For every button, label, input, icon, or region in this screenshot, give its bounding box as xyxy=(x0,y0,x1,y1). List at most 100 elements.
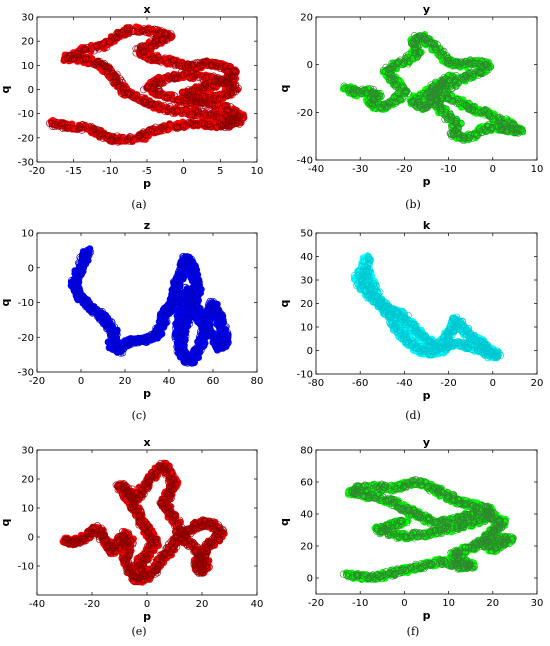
data-point-outline xyxy=(96,130,104,138)
data-point-outline xyxy=(411,97,419,105)
chart-title: x xyxy=(143,3,150,16)
data-point-outline xyxy=(433,41,441,49)
x-tick-label: 0 xyxy=(180,166,186,177)
data-point-outline xyxy=(429,94,437,102)
x-tick-label: -20 xyxy=(396,164,412,175)
data-point-outline xyxy=(187,119,195,127)
data-point-outline xyxy=(235,120,243,128)
data-point-outline xyxy=(425,38,433,46)
data-point-outline xyxy=(163,76,171,84)
data-point-outline xyxy=(132,49,140,57)
data-point-outline xyxy=(164,106,172,114)
data-point-outline xyxy=(188,118,196,126)
data-point-outline xyxy=(175,61,183,69)
data-point-outline xyxy=(428,85,436,93)
data-point-outline xyxy=(496,117,504,125)
data-point-outline xyxy=(194,73,202,81)
data-point-outline xyxy=(469,57,477,65)
data-point-outline xyxy=(152,38,160,46)
data-point-outline xyxy=(61,55,69,63)
data-point-outline xyxy=(214,75,222,83)
data-point-outline xyxy=(207,72,215,80)
data-point-outline xyxy=(174,96,182,104)
data-point-outline xyxy=(143,129,151,137)
data-point-outline xyxy=(204,109,212,117)
data-point-outline xyxy=(78,124,86,132)
data-point-outline xyxy=(401,57,409,65)
data-point-outline xyxy=(112,134,120,142)
data-point-outline xyxy=(147,42,155,50)
x-axis-label: p xyxy=(423,175,431,188)
data-point-outline xyxy=(209,82,217,90)
data-point-outline xyxy=(433,98,441,106)
data-point-outline xyxy=(385,100,393,108)
data-point-outline xyxy=(210,101,218,109)
data-point-outline xyxy=(100,130,108,138)
data-point-outline xyxy=(416,32,424,40)
y-axis-label: q xyxy=(0,86,12,94)
data-point-outline xyxy=(452,115,460,123)
data-point-outline xyxy=(128,93,136,101)
data-point-outline xyxy=(83,54,91,62)
data-point-outline xyxy=(126,134,134,142)
data-point-outline xyxy=(144,83,152,91)
data-point-outline xyxy=(388,98,396,106)
data-point-outline xyxy=(202,58,210,66)
data-point-outline xyxy=(468,69,476,77)
data-point-outline xyxy=(139,27,147,35)
data-point-outline xyxy=(229,74,237,82)
data-point-outline xyxy=(449,73,457,81)
y-tick-label: 20 xyxy=(300,13,313,24)
data-point-outline xyxy=(139,51,147,59)
data-point-outline xyxy=(437,52,445,60)
data-point-outline xyxy=(217,90,225,98)
data-point-outline xyxy=(377,92,385,100)
data-point-outline xyxy=(456,98,464,106)
data-point-outline xyxy=(483,63,491,71)
data-point-outline xyxy=(150,55,158,63)
data-point-outline xyxy=(223,101,231,109)
data-point-outline xyxy=(483,123,491,131)
data-point-outline xyxy=(58,119,66,127)
data-point-outline xyxy=(461,74,469,82)
data-point-outline xyxy=(463,102,471,110)
data-point-outline xyxy=(211,94,219,102)
data-point-outline xyxy=(394,77,402,85)
data-point-outline xyxy=(459,73,467,81)
data-point-outline xyxy=(149,100,157,108)
data-point-outline xyxy=(203,57,211,65)
data-point-outline xyxy=(452,72,460,80)
data-point-outline xyxy=(153,87,161,95)
data-point-outline xyxy=(151,39,159,47)
data-point-outline xyxy=(124,24,132,32)
data-point-outline xyxy=(406,57,414,65)
data-point-outline xyxy=(199,75,207,83)
data-point-outline xyxy=(140,98,148,106)
data-point-outline xyxy=(457,58,465,66)
data-point-outline xyxy=(451,117,459,125)
data-point-outline xyxy=(206,120,214,128)
data-point-outline xyxy=(160,124,168,132)
data-point-outline xyxy=(88,54,96,62)
data-point-outline xyxy=(444,72,452,80)
data-point-outline xyxy=(147,56,155,64)
data-point-outline xyxy=(150,80,158,88)
data-point-outline xyxy=(189,62,197,70)
data-point-outline xyxy=(491,115,499,123)
data-point-outline xyxy=(120,88,128,96)
data-point-outline xyxy=(74,49,82,57)
y-tick-label: 20 xyxy=(21,37,34,48)
data-point-outline xyxy=(110,34,118,42)
data-point-outline xyxy=(154,76,162,84)
data-point-outline xyxy=(427,98,435,106)
data-point-outline xyxy=(465,103,473,111)
data-point-outline xyxy=(450,129,458,137)
data-point-outline xyxy=(180,92,188,100)
data-point-outline xyxy=(455,134,463,142)
data-point-outline xyxy=(191,117,199,125)
data-point-outline xyxy=(200,76,208,84)
